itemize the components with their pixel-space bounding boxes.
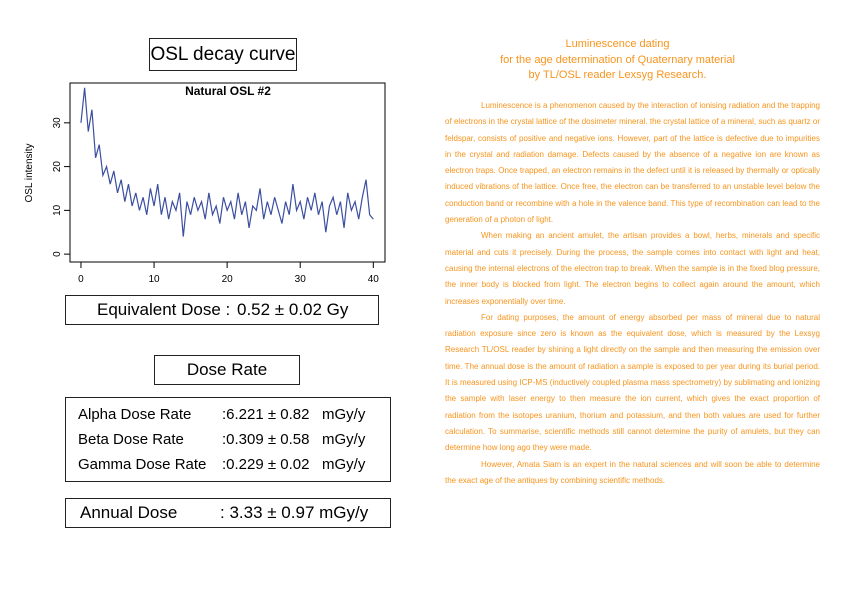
y-tick-label: 20 bbox=[52, 161, 63, 173]
paragraph: Luminescence is a phenomenon caused by t… bbox=[445, 101, 820, 225]
paragraph: When making an ancient amulet, the artis… bbox=[445, 231, 820, 306]
unit: mGy/y bbox=[322, 406, 366, 423]
value: 0.52 ± 0.02 Gy bbox=[237, 300, 349, 319]
unit: mGy/y bbox=[322, 456, 366, 473]
unit: mGy/y bbox=[322, 431, 366, 448]
article-body: Luminescence is a phenomenon caused by t… bbox=[445, 98, 820, 489]
chart-title: Natural OSL #2 bbox=[185, 84, 271, 98]
section-title: Dose Rate bbox=[154, 355, 300, 385]
value: :6.221 ± 0.82 bbox=[222, 406, 310, 423]
y-tick-label: 0 bbox=[52, 251, 63, 257]
x-tick-label: 30 bbox=[295, 274, 307, 285]
section-title: OSL decay curve bbox=[149, 38, 297, 71]
chart: Natural OSL #2 OSL intensity 0 10 20 30 0 10 2… bbox=[24, 82, 386, 285]
y-axis-label: OSL intensity bbox=[24, 143, 35, 202]
plot-frame bbox=[69, 82, 386, 263]
title-line: by TL/OSL reader Lexsyg Research. bbox=[528, 69, 707, 81]
x-tick-label: 0 bbox=[78, 274, 84, 285]
label: Equivalent Dose : bbox=[97, 300, 231, 319]
label: Annual Dose bbox=[80, 503, 178, 522]
annual-dose-box: Annual Dose : 3.33 ± 0.97 mGy/y bbox=[65, 498, 391, 528]
title-line: for the age determination of Quaternary … bbox=[500, 53, 735, 66]
label: Alpha Dose Rate bbox=[78, 406, 192, 423]
dose-rate-box: Alpha Dose Rate :6.221 ± 0.82 mGy/y Beta… bbox=[65, 397, 391, 482]
value: :0.229 ± 0.02 bbox=[222, 456, 310, 473]
x-tick-label: 20 bbox=[222, 274, 234, 285]
title-line: Luminescence dating bbox=[565, 38, 670, 50]
y-tick-label: 30 bbox=[52, 117, 63, 129]
x-tick-label: 10 bbox=[148, 274, 160, 285]
y-tick-label: 10 bbox=[52, 204, 63, 216]
label: Gamma Dose Rate bbox=[78, 456, 207, 473]
value: :0.309 ± 0.58 bbox=[222, 431, 310, 448]
value: : 3.33 ± 0.97 mGy/y bbox=[220, 503, 369, 522]
x-tick-label: 40 bbox=[368, 274, 380, 285]
equivalent-dose-box: Equivalent Dose : 0.52 ± 0.02 Gy bbox=[65, 295, 379, 325]
article-title: Luminescence dating for the age determin… bbox=[445, 37, 790, 84]
label: Beta Dose Rate bbox=[78, 431, 184, 448]
data-line bbox=[80, 87, 374, 237]
paragraph: However, Amata Siam is an expert in the … bbox=[445, 459, 820, 485]
paragraph: For dating purposes, the amount of energ… bbox=[445, 312, 820, 453]
